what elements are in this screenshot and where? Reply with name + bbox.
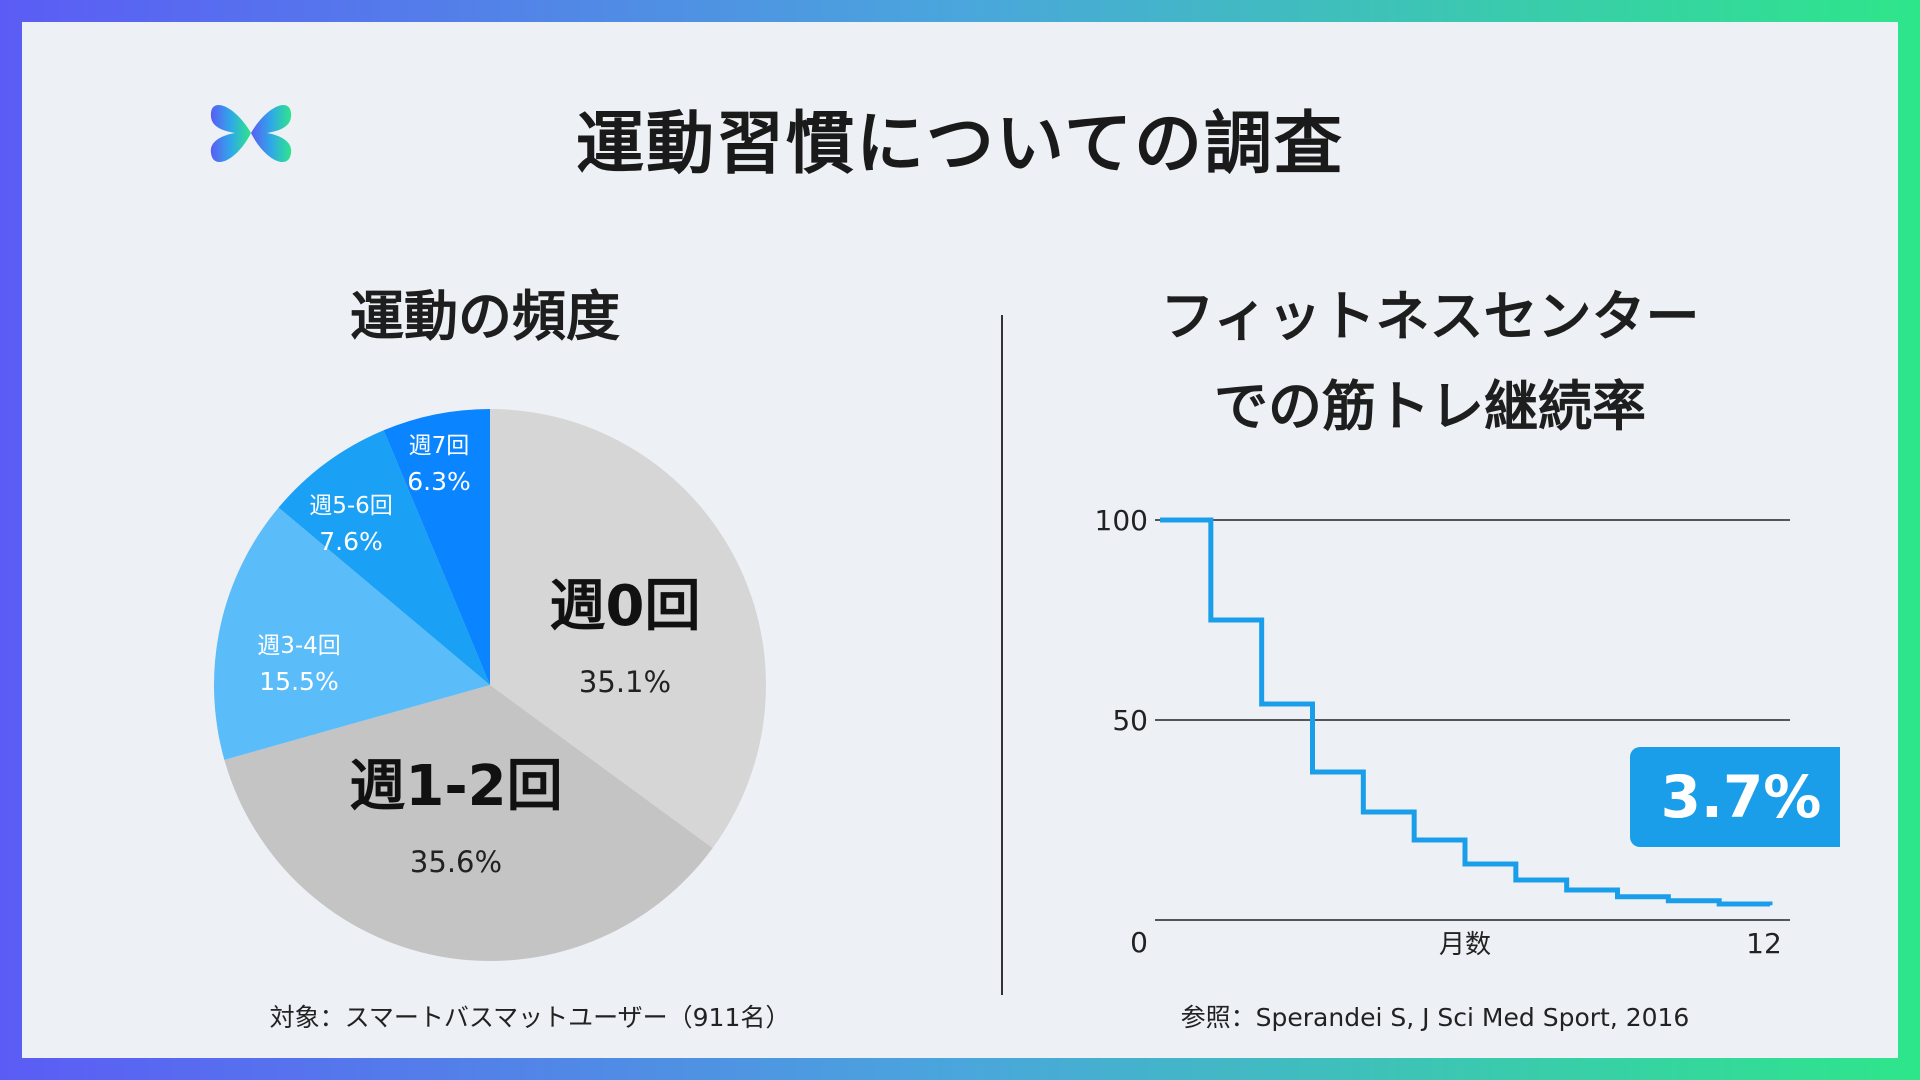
section-divider	[1001, 315, 1003, 995]
pie-section-title: 運動の頻度	[350, 285, 620, 348]
line-footnote: 参照：Sperandei S, J Sci Med Sport, 2016	[1180, 1003, 1690, 1032]
pie-slice-week0	[490, 409, 766, 849]
pie-value-week7: 6.3%	[407, 467, 471, 496]
pie-footnote: 対象：スマートバスマットユーザー（911名）	[269, 1003, 791, 1032]
pie-slice-week3-4	[214, 507, 490, 760]
line-section-title-2: での筋トレ継続率	[1214, 375, 1646, 438]
pie-value-week1-2: 35.6%	[410, 845, 502, 879]
y-tick-50: 50	[1112, 704, 1148, 737]
x-axis-label: 月数	[1439, 930, 1491, 960]
pie-label-week0: 週0回	[550, 574, 701, 639]
pie-value-week5-6: 7.6%	[319, 527, 383, 556]
page-title: 運動習慣についての調査	[576, 105, 1344, 184]
highlight-badge	[1630, 747, 1840, 847]
highlight-badge-value: 3.7%	[1661, 763, 1822, 831]
pie-slice-week5-6	[278, 430, 490, 685]
pie-slice-week1-2	[224, 685, 713, 961]
pie-value-week3-4: 15.5%	[259, 667, 338, 696]
retention-line-chart: 100 50 0 月数 12 3.7%	[1095, 504, 1840, 960]
pie-label-week5-6: 週5-6回	[309, 493, 393, 519]
line-section-title-1: フィットネスセンター	[1160, 285, 1700, 348]
pie-label-week1-2: 週1-2回	[349, 754, 562, 819]
pie-chart: 週0回 35.1% 週1-2回 35.6% 週3-4回 15.5% 週5-6回 …	[214, 409, 766, 961]
retention-step-line	[1160, 517, 1773, 907]
butterfly-logo-icon	[210, 105, 292, 163]
y-tick-100: 100	[1095, 504, 1148, 537]
x-tick-12: 12	[1746, 927, 1782, 960]
pie-label-week3-4: 週3-4回	[257, 633, 341, 659]
pie-label-week7: 週7回	[409, 433, 470, 459]
pie-slice-week7	[383, 409, 490, 685]
y-tick-0: 0	[1130, 926, 1148, 959]
pie-value-week0: 35.1%	[579, 665, 671, 699]
